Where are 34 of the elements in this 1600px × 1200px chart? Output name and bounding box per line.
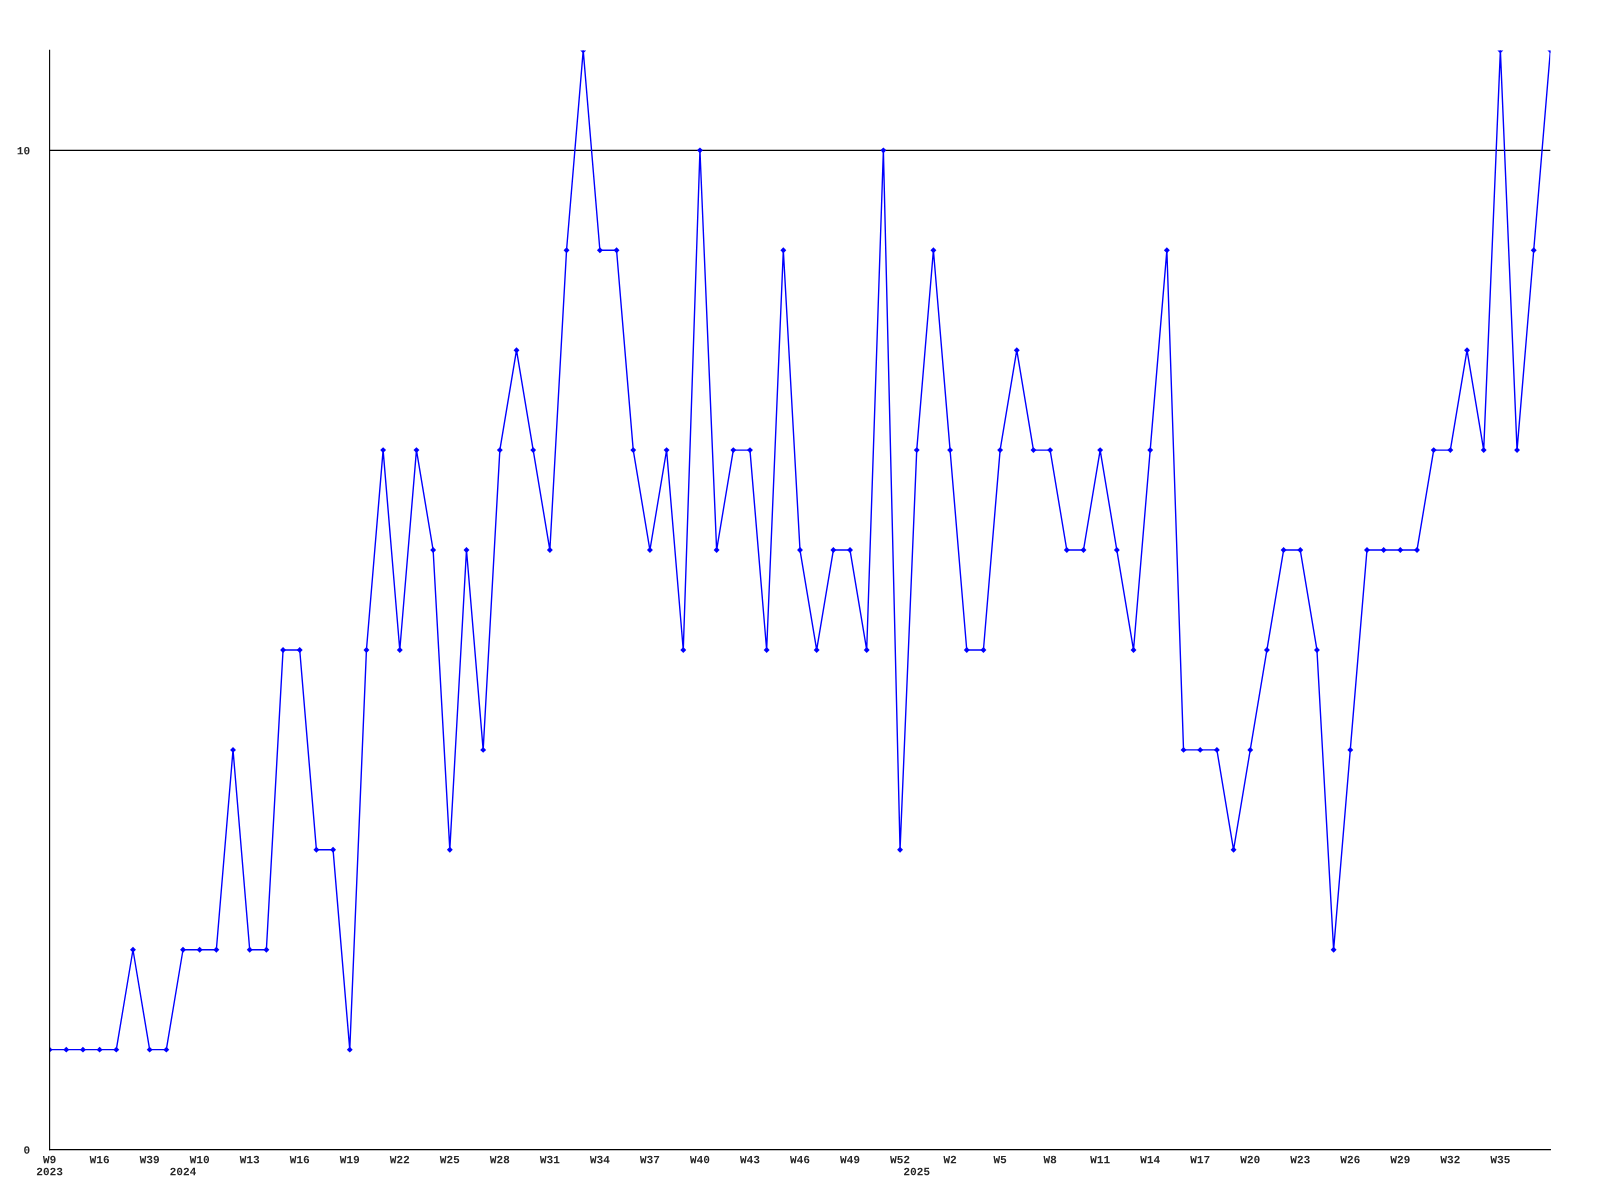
x-tick-label: W25 bbox=[439, 1155, 460, 1164]
x-tick-label: W9 2023 bbox=[36, 1155, 63, 1176]
x-tick-label: W2 bbox=[943, 1155, 957, 1164]
x-tick-label: W11 bbox=[1090, 1155, 1110, 1164]
x-tick-label: W8 bbox=[1043, 1155, 1057, 1164]
x-tick-label: W23 bbox=[1290, 1155, 1310, 1164]
x-tick-label: W46 bbox=[790, 1155, 810, 1164]
x-tick-label: W28 bbox=[489, 1155, 510, 1164]
x-tick-label: W39 bbox=[139, 1155, 159, 1164]
x-tick-label: W35 bbox=[1490, 1155, 1510, 1164]
x-tick-label: W13 bbox=[239, 1155, 260, 1164]
x-tick-label: W32 bbox=[1440, 1155, 1460, 1164]
x-tick-label: W43 bbox=[739, 1155, 760, 1164]
x-tick-label: W17 bbox=[1190, 1155, 1210, 1164]
x-tick-label: W40 bbox=[689, 1155, 710, 1164]
y-tick-label: 10 bbox=[17, 146, 30, 155]
x-tick-label: W22 bbox=[389, 1155, 410, 1164]
x-tick-label: W31 bbox=[539, 1155, 560, 1164]
x-tick-label: W49 bbox=[840, 1155, 860, 1164]
x-tick-label: W14 bbox=[1140, 1155, 1160, 1164]
x-tick-label: W16 bbox=[89, 1155, 110, 1164]
x-tick-label: W10 bbox=[189, 1155, 210, 1164]
x-tick-label: 2024 bbox=[170, 1167, 197, 1176]
x-tick-label: W5 bbox=[993, 1155, 1007, 1164]
x-tick-label: W52 bbox=[890, 1155, 910, 1164]
x-tick-label: W16 bbox=[289, 1155, 310, 1164]
y-tick-label: 0 bbox=[24, 1146, 30, 1154]
x-tick-label: W26 bbox=[1340, 1155, 1360, 1164]
x-tick-label: W19 bbox=[339, 1155, 360, 1164]
x-tick-label: W34 bbox=[589, 1155, 610, 1164]
x-tick-label: W37 bbox=[639, 1155, 660, 1164]
x-tick-label: W20 bbox=[1240, 1155, 1260, 1164]
x-tick-label: 2025 bbox=[904, 1167, 930, 1176]
x-tick-label: W29 bbox=[1390, 1155, 1410, 1164]
